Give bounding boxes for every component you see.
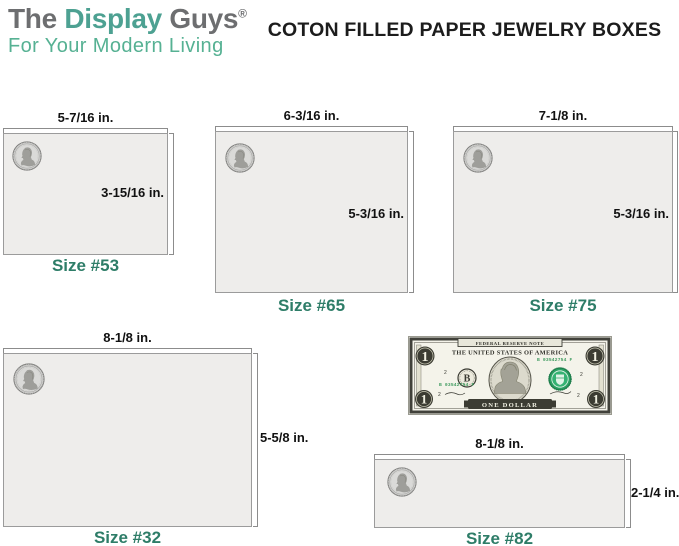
width-measure-line <box>3 128 168 133</box>
serial-number-lower: B 03542754 F <box>439 382 475 388</box>
size-name-label: Size #82 <box>465 529 534 546</box>
size-name-label: Size #75 <box>529 296 597 315</box>
bill-top-banner: FEDERAL RESERVE NOTE <box>476 341 545 346</box>
height-measure-line <box>673 131 678 293</box>
jewelry-box-32 <box>3 353 252 527</box>
brand-logo: The Display Guys® For Your Modern Living <box>8 4 247 57</box>
brand-word-display: Display <box>64 3 170 34</box>
plate-number-bottom-left: 2 <box>438 392 441 398</box>
brand-name: The Display Guys® <box>8 4 247 33</box>
brand-word-guys: Guys <box>169 3 239 34</box>
brand-word-the: The <box>8 3 65 34</box>
height-dimension-label: 5-5/8 in. <box>260 430 309 445</box>
height-dimension-label: 5-3/16 in. <box>613 206 669 221</box>
height-dimension-label: 3-15/16 in. <box>101 185 164 200</box>
bill-country-text: THE UNITED STATES OF AMERICA <box>452 350 568 357</box>
bill-corner-numeral-br: 1 <box>587 390 605 408</box>
quarter-coin-icon <box>13 363 45 395</box>
svg-text:1: 1 <box>593 392 600 407</box>
width-dimension-label: 8-1/8 in. <box>475 436 524 451</box>
svg-text:1: 1 <box>592 350 599 365</box>
plate-number-right: 2 <box>580 372 583 378</box>
treasurer-signature <box>444 392 466 396</box>
bill-corner-numeral-tl: 1 <box>415 346 435 366</box>
quarter-coin-icon <box>225 143 255 173</box>
height-measure-line <box>409 131 414 293</box>
treasury-seal <box>548 367 572 391</box>
size-name-label: Size #32 <box>93 528 162 546</box>
svg-text:1: 1 <box>422 350 429 365</box>
height-dimension-label: 5-3/16 in. <box>348 206 404 221</box>
quarter-coin-icon <box>387 467 417 497</box>
brand-tagline: For Your Modern Living <box>8 35 224 58</box>
plate-number-bottom-right: 2 <box>577 393 580 399</box>
width-measure-line <box>215 126 408 131</box>
height-measure-line <box>169 133 174 255</box>
width-measure-line <box>453 126 673 131</box>
size-name-label: Size #53 <box>51 256 120 275</box>
registered-trademark-icon: ® <box>238 6 247 21</box>
quarter-coin-icon <box>12 141 42 171</box>
bill-corner-numeral-bl: 1 <box>415 390 433 408</box>
denomination-banner: ONE DOLLAR <box>464 399 556 409</box>
one-dollar-bill: FEDERAL RESERVE NOTE THE UNITED STATES O… <box>408 336 612 415</box>
washington-portrait <box>488 356 532 404</box>
svg-text:1: 1 <box>421 392 428 407</box>
height-measure-line <box>253 353 258 527</box>
bill-corner-numeral-tr: 1 <box>585 346 605 366</box>
width-dimension-label: 6-3/16 in. <box>283 108 340 123</box>
federal-reserve-seal: B <box>457 368 477 388</box>
height-measure-line <box>626 459 631 528</box>
secretary-signature <box>549 391 572 395</box>
serial-number-upper: B 03542754 F <box>537 357 573 363</box>
jewelry-box-82 <box>374 459 625 528</box>
page-title: COTON FILLED PAPER JEWELRY BOXES <box>267 19 662 41</box>
width-dimension-label: 7-1/8 in. <box>538 108 588 123</box>
svg-text:ONE DOLLAR: ONE DOLLAR <box>482 402 538 409</box>
width-measure-line <box>374 454 625 459</box>
height-dimension-label: 2-1/4 in. <box>631 485 679 500</box>
size-name-label: Size #65 <box>277 296 346 315</box>
plate-number-left: 2 <box>444 370 447 376</box>
width-dimension-label: 8-1/8 in. <box>103 330 152 345</box>
svg-text:B: B <box>464 374 471 385</box>
width-measure-line <box>3 348 252 353</box>
quarter-coin-icon <box>463 143 493 173</box>
width-dimension-label: 5-7/16 in. <box>57 110 114 125</box>
